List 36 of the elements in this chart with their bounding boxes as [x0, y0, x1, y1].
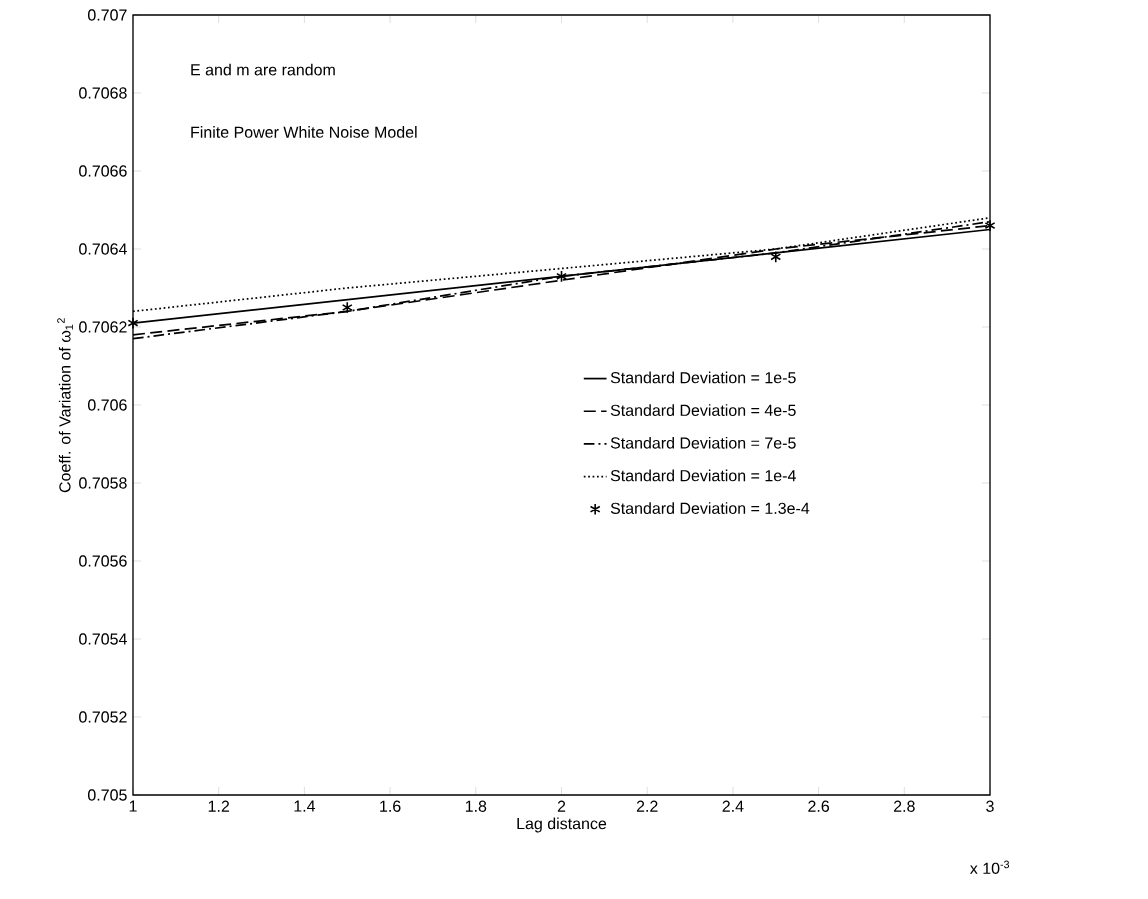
x-tick-label: 2.4: [722, 800, 744, 812]
y-tick-label: 0.7052: [79, 711, 127, 723]
y-tick-label: 0.7056: [79, 555, 127, 567]
point: [556, 270, 567, 283]
point: [770, 250, 782, 263]
annotation: E and m are random: [191, 63, 335, 76]
point: [127, 316, 139, 330]
y-tick-label: 0.707: [87, 9, 127, 21]
y-tick-label: 0.7064: [79, 243, 127, 255]
y-tick-label: 0.706: [87, 399, 127, 411]
x-tick-label: 2.2: [636, 800, 658, 812]
x-tick-label: 3: [986, 800, 994, 812]
y-tick-label: 0.705: [87, 789, 127, 801]
y-tick-label: 0.7062: [79, 321, 127, 333]
x-axis-title: Lag distance: [517, 817, 607, 833]
legend-label: Standard Deviation = 1.3e-4: [610, 502, 810, 514]
legend-label: Standard Deviation = 1e-4: [610, 469, 796, 482]
x-tick-label: 2: [557, 800, 566, 812]
text: x 10$^{-3}$: [970, 860, 1010, 874]
x-tick-label: 1.8: [465, 800, 487, 812]
x-tick-label: 1.6: [380, 800, 401, 812]
legend-label: Standard Deviation = 4e-5: [610, 404, 796, 416]
legend-label: Standard Deviation = 7e-5: [610, 436, 796, 449]
x-tick-label: 1.4: [294, 800, 316, 812]
y-axis-title: Coeff. of Variation of ω$_{1}$2: [57, 318, 73, 493]
y-tick-label: 0.7058: [79, 477, 127, 489]
annotation: Finite Power White Noise Model: [191, 126, 417, 138]
point: [341, 301, 353, 314]
x-tick-label: 1: [129, 800, 137, 812]
x-tick-label: 2.6: [808, 800, 830, 812]
x-tick-label: 2.8: [893, 800, 915, 812]
x-tick-label: 1.2: [208, 800, 230, 812]
y-tick-label: 0.7066: [79, 165, 127, 177]
y-tick-label: 0.7068: [79, 87, 127, 99]
legend-label: Standard Deviation = 1e-5: [610, 371, 796, 384]
y-tick-label: 0.7054: [79, 633, 127, 645]
